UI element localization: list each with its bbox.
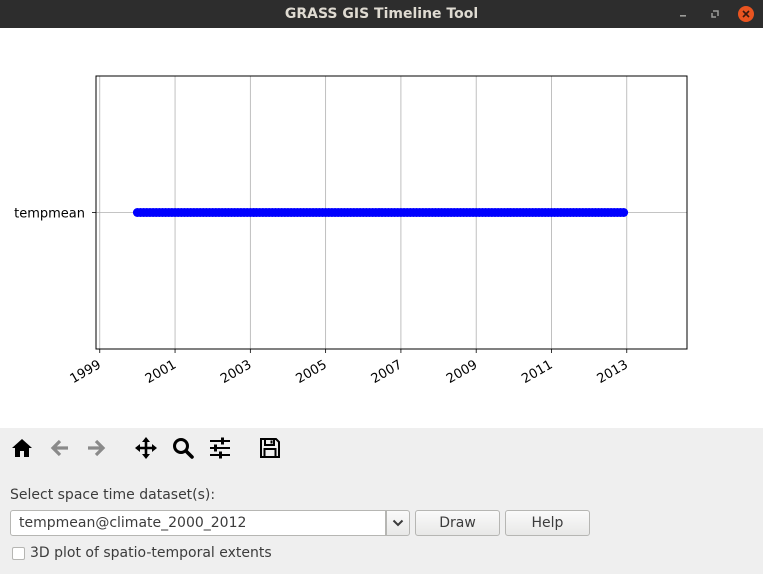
- x-tick-label: 2005: [293, 357, 329, 387]
- y-tick-label: tempmean: [14, 207, 85, 222]
- 3d-plot-label: 3D plot of spatio-temporal extents: [30, 545, 272, 561]
- close-icon: [738, 6, 754, 22]
- maximize-button[interactable]: [703, 0, 727, 28]
- dataset-select-label: Select space time dataset(s):: [10, 487, 216, 503]
- minimize-button[interactable]: [671, 0, 695, 28]
- minimize-icon: [680, 15, 686, 17]
- x-tick-label: 2011: [519, 357, 555, 387]
- x-tick-label: 2007: [369, 357, 405, 387]
- x-tick-label: 2003: [218, 357, 254, 387]
- dataset-input[interactable]: [11, 511, 387, 535]
- draw-button[interactable]: Draw: [415, 510, 500, 536]
- pan-icon: [135, 437, 157, 459]
- title-bar: GRASS GIS Timeline Tool: [0, 0, 763, 28]
- forward-icon: [88, 439, 106, 457]
- 3d-plot-checkbox[interactable]: [12, 546, 25, 560]
- dataset-dropdown-button[interactable]: [386, 510, 410, 536]
- window-title: GRASS GIS Timeline Tool: [284, 6, 479, 22]
- home-button[interactable]: [8, 434, 36, 462]
- navigation-toolbar: [0, 428, 763, 468]
- 3d-plot-option[interactable]: 3D plot of spatio-temporal extents: [12, 544, 272, 562]
- configure-button[interactable]: [206, 434, 234, 462]
- home-icon: [12, 439, 32, 457]
- plot-canvas[interactable]: 1999 2001 2003 2005 2007 2009 2011 2013 tempmean: [0, 28, 763, 428]
- configure-icon: [210, 437, 230, 459]
- pan-button[interactable]: [132, 434, 160, 462]
- x-tick-label: 2009: [444, 357, 480, 387]
- timeline-chart: 1999 2001 2003 2005 2007 2009 2011 2013 tempmean: [14, 75, 688, 387]
- back-button[interactable]: [46, 434, 74, 462]
- chevron-down-icon: [392, 519, 404, 527]
- x-tick-label: 2001: [143, 357, 179, 387]
- help-button[interactable]: Help: [505, 510, 590, 536]
- dataset-combobox[interactable]: [10, 510, 387, 536]
- back-icon: [50, 439, 68, 457]
- save-button[interactable]: [256, 434, 284, 462]
- maximize-icon: [711, 10, 719, 18]
- x-tick-label: 1999: [68, 357, 104, 387]
- zoom-icon: [173, 438, 194, 459]
- x-tick-label: 2013: [595, 357, 631, 387]
- timeline-point: [619, 208, 629, 217]
- forward-button[interactable]: [82, 434, 110, 462]
- close-button[interactable]: [734, 0, 758, 28]
- zoom-button[interactable]: [169, 434, 197, 462]
- save-icon: [260, 438, 280, 458]
